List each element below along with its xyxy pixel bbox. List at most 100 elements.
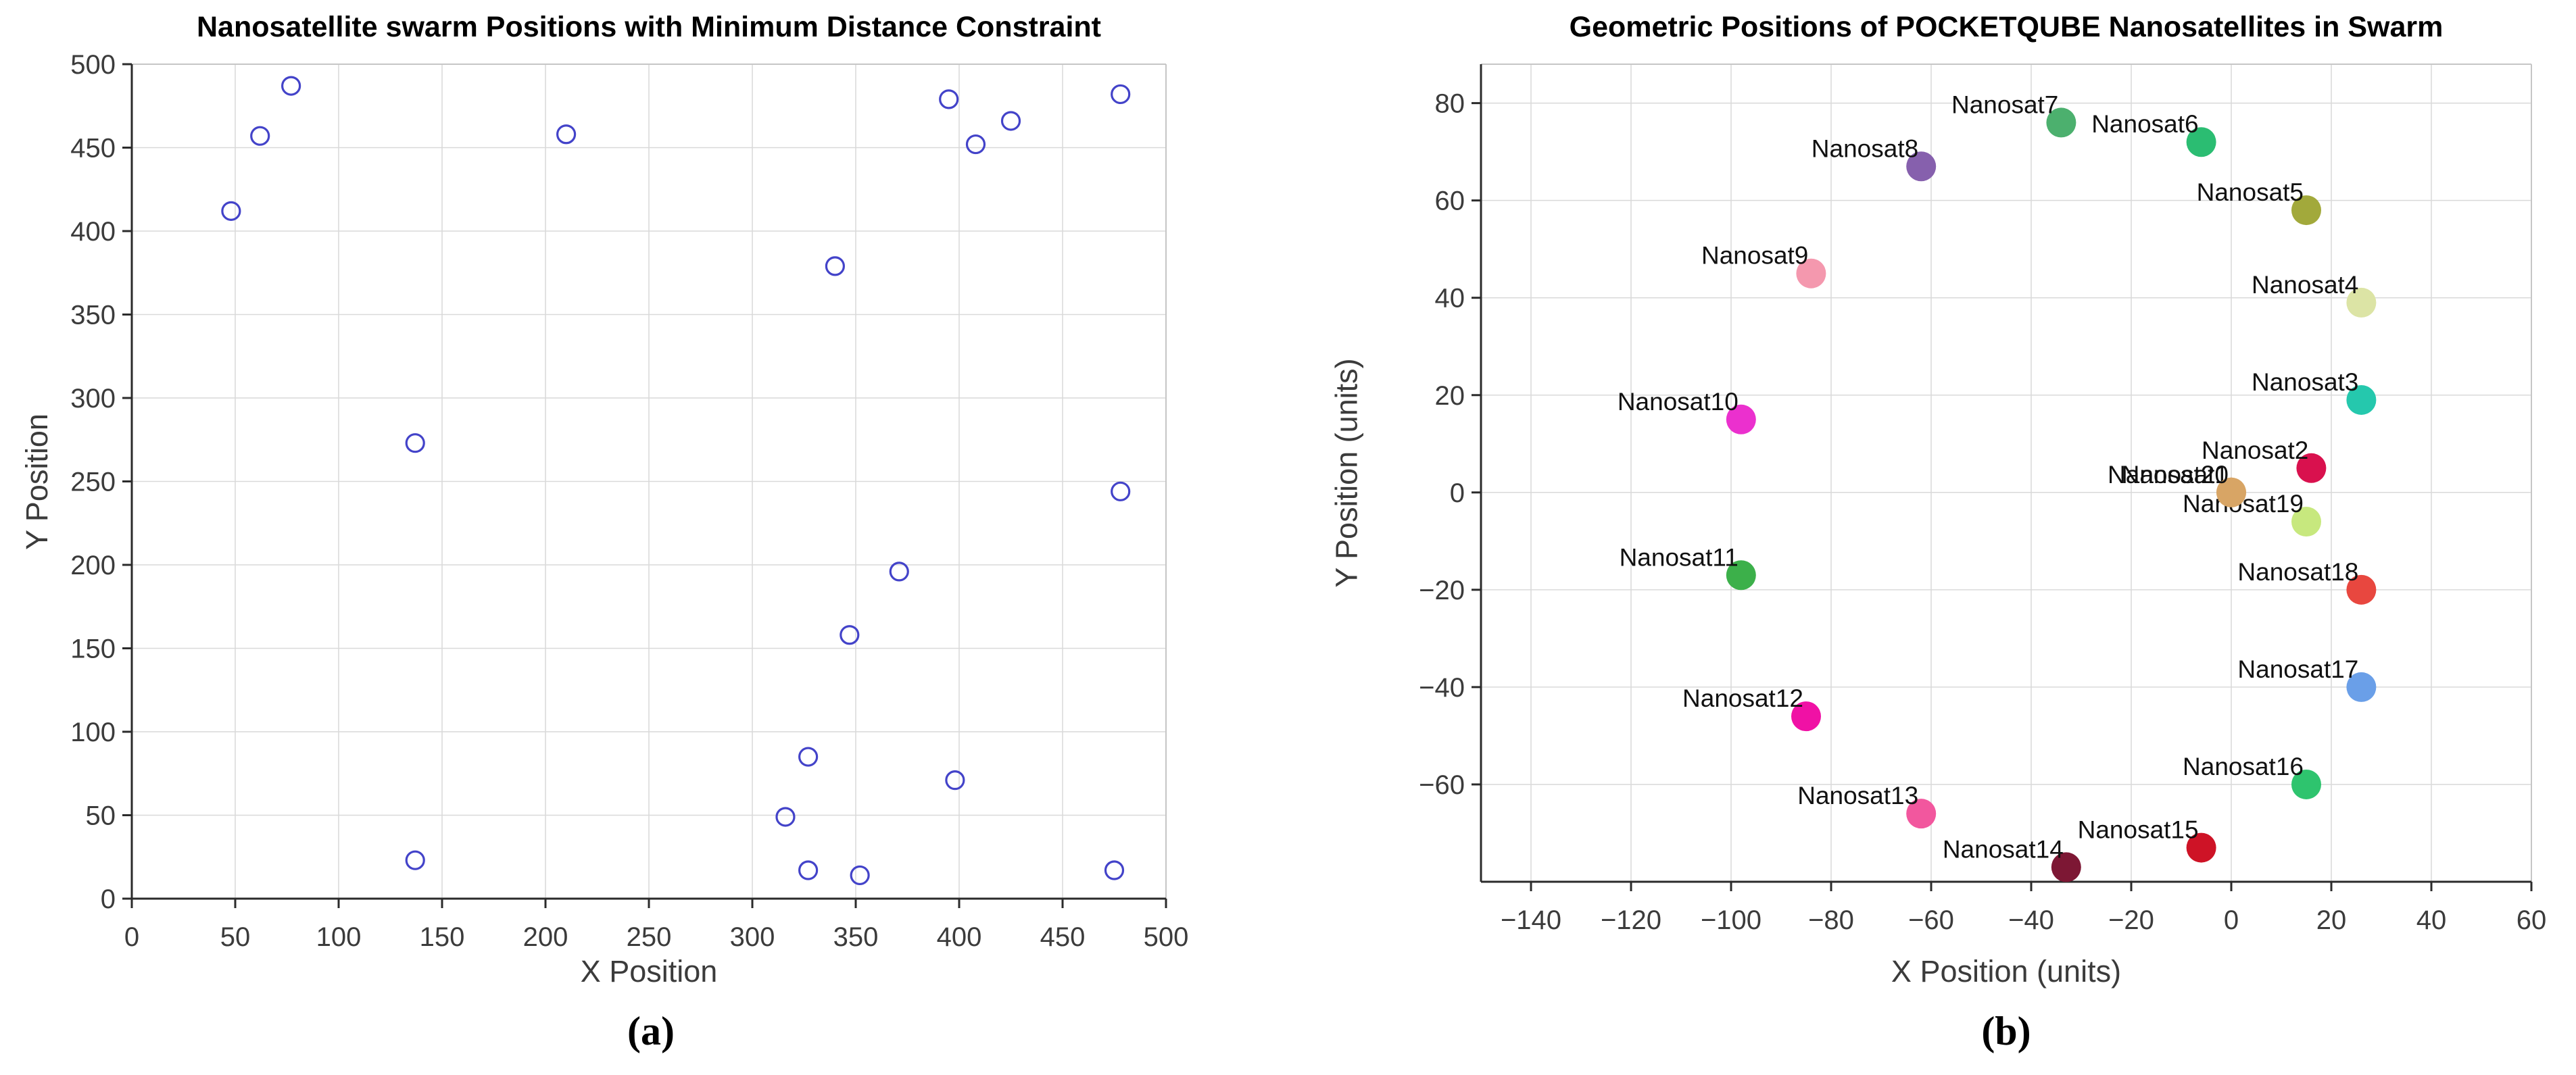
satellite-dot <box>2051 852 2081 882</box>
satellite-label: Nanosat10 <box>1618 388 1739 416</box>
x-tick-label: 500 <box>1144 922 1189 952</box>
x-tick-label: 350 <box>833 922 879 952</box>
panel-b-caption: (b) <box>1981 1009 2031 1053</box>
y-tick-label: 150 <box>70 634 116 664</box>
y-tick-label: 60 <box>1435 186 1465 216</box>
x-tick-label: −140 <box>1501 905 1561 935</box>
x-tick-label: 300 <box>730 922 775 952</box>
satellite-dot <box>2346 287 2377 318</box>
y-tick-label: 40 <box>1435 284 1465 314</box>
satellite-dot <box>2291 507 2321 537</box>
satellite-label: Nanosat13 <box>1797 782 1918 809</box>
scatter-point-open-circle <box>798 860 819 880</box>
panel-a-caption: (a) <box>627 1009 675 1053</box>
scatter-point-open-circle <box>939 89 959 109</box>
scatter-point-open-circle <box>1111 481 1131 501</box>
x-tick-label: 0 <box>2224 905 2239 935</box>
satellite-label: Nanosat18 <box>2237 558 2358 586</box>
scatter-point-open-circle <box>250 126 270 146</box>
scatter-point-open-circle <box>221 201 241 221</box>
satellite-label: Nanosat1 <box>2122 461 2229 489</box>
scatter-point-open-circle <box>556 124 577 145</box>
satellite-dot <box>2046 107 2076 138</box>
x-tick-label: −100 <box>1701 905 1761 935</box>
scatter-point-open-circle <box>405 850 425 870</box>
scatter-point-open-circle <box>945 770 965 791</box>
y-tick-label: 100 <box>70 718 116 747</box>
panel-b-title: Geometric Positions of POCKETQUBE Nanosa… <box>1569 11 2444 43</box>
scatter-point-open-circle <box>965 134 986 155</box>
x-tick-label: −40 <box>2008 905 2054 935</box>
x-tick-label: 0 <box>124 922 139 952</box>
x-tick-label: 60 <box>2517 905 2547 935</box>
x-tick-label: −60 <box>1908 905 1954 935</box>
satellite-label: Nanosat15 <box>2078 816 2199 844</box>
x-tick-label: 100 <box>316 922 362 952</box>
x-tick-label: 50 <box>220 922 251 952</box>
y-tick-label: −60 <box>1419 770 1465 800</box>
x-tick-label: 40 <box>2416 905 2447 935</box>
satellite-dot <box>1796 258 1826 289</box>
x-tick-label: −120 <box>1601 905 1661 935</box>
satellite-label: Nanosat2 <box>2202 436 2308 464</box>
x-tick-label: 200 <box>523 922 568 952</box>
panel-a-title: Nanosatellite swarm Positions with Minim… <box>196 11 1102 43</box>
satellite-label: Nanosat16 <box>2183 753 2304 780</box>
satellite-dot <box>1726 404 1756 434</box>
y-tick-label: 350 <box>70 301 116 330</box>
satellite-dot <box>1906 151 1937 182</box>
satellite-dot <box>2291 195 2321 226</box>
y-tick-label: 20 <box>1435 381 1465 411</box>
panel-b-y-axis-label-text: Y Position (units) <box>1330 358 1365 588</box>
panel-a-x-axis-label: X Position <box>580 954 718 989</box>
y-tick-label: 250 <box>70 468 116 497</box>
scatter-point-open-circle <box>405 433 425 453</box>
panel-b-plot-area: −140 −120 −100 −80 −60 −40 −20 0 20 40 60 −60 −40 −20… <box>1419 64 2546 935</box>
scatter-point-open-circle <box>1000 111 1021 131</box>
scatter-point-open-circle <box>1111 84 1131 105</box>
satellite-label: Nanosat7 <box>1951 91 2058 118</box>
panel-a-y-axis-label-text: Y Position <box>20 413 55 550</box>
scatter-point-open-circle <box>798 747 819 767</box>
y-tick-label: 0 <box>1450 478 1465 508</box>
x-tick-label: −20 <box>2108 905 2154 935</box>
panel-b-y-axis-label: Y Position (units) <box>1310 64 1384 882</box>
satellite-dot <box>2346 384 2377 415</box>
satellite-label: Nanosat3 <box>2252 368 2358 396</box>
panel-a-y-axis-label: Y Position <box>0 64 74 899</box>
scatter-point-open-circle <box>840 625 860 645</box>
y-tick-label: −20 <box>1419 576 1465 605</box>
y-tick-label: −40 <box>1419 673 1465 703</box>
y-tick-label: 300 <box>70 384 116 414</box>
satellite-dot <box>2216 477 2246 507</box>
satellite-dot <box>2186 832 2216 863</box>
scatter-point-open-circle <box>850 865 870 886</box>
satellite-dot <box>1906 799 1937 829</box>
scatter-point-open-circle <box>281 76 301 96</box>
scatter-point-open-circle <box>1104 860 1125 880</box>
satellite-dot <box>2346 574 2377 605</box>
satellite-label: Nanosat11 <box>1620 543 1739 571</box>
scatter-point-open-circle <box>889 561 909 582</box>
x-tick-label: −80 <box>1808 905 1854 935</box>
satellite-dot <box>2346 672 2377 702</box>
y-tick-label: 80 <box>1435 89 1465 119</box>
x-tick-label: 400 <box>937 922 982 952</box>
y-tick-label: 500 <box>70 50 116 80</box>
satellite-dot <box>1791 701 1821 732</box>
satellite-dot <box>1726 560 1756 591</box>
x-tick-label: 150 <box>420 922 465 952</box>
scatter-point-open-circle <box>825 256 846 276</box>
panel-b-x-axis-label: X Position (units) <box>1891 954 2122 989</box>
satellite-label: Nanosat6 <box>2091 110 2198 138</box>
satellite-label: Nanosat9 <box>1701 242 1808 270</box>
y-tick-label: 400 <box>70 217 116 247</box>
satellite-dot <box>2296 453 2327 483</box>
satellite-label: Nanosat4 <box>2252 271 2358 299</box>
satellite-label: Nanosat17 <box>2237 655 2358 683</box>
satellite-label: Nanosat20 <box>2108 461 2229 489</box>
satellite-label: Nanosat8 <box>1812 134 1918 162</box>
y-tick-label: 450 <box>70 134 116 164</box>
y-tick-label: 50 <box>86 801 116 831</box>
